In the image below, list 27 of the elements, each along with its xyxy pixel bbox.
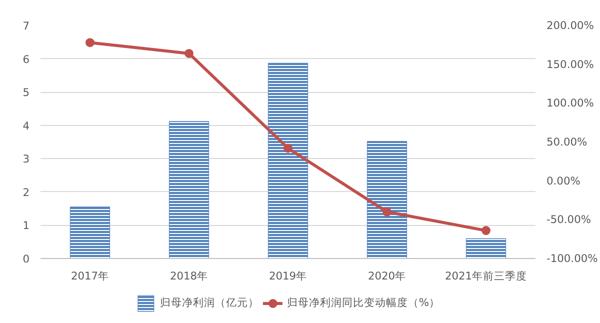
x-tick-label: 2018年 (170, 270, 208, 282)
y-tick-label: 4 (22, 119, 30, 132)
point (86, 38, 94, 48)
y-tick-label: 2 (22, 186, 30, 199)
y2-tick-label: 0.00% (546, 174, 580, 188)
y2-tick-label: -50.00% (546, 213, 591, 226)
y2-tick-label: 50.00% (546, 136, 588, 148)
y2-tick-label: -100.00% (546, 252, 598, 265)
y-tick-label: 1 (22, 219, 30, 232)
legend-label: 归母净利润同比变动幅度（%） (286, 296, 440, 310)
y2-tick-label: 200.00% (546, 19, 594, 32)
x-tick-label: 2017年 (70, 270, 110, 282)
point (284, 144, 292, 153)
x-tick-label: 2020年 (368, 270, 406, 282)
point (482, 226, 490, 236)
point (184, 48, 194, 58)
y-tick-label: 7 (22, 20, 30, 32)
y-tick-label: 0 (22, 252, 30, 266)
y-tick-label: 5 (22, 86, 30, 100)
x-tick-label: 2019年 (268, 270, 308, 282)
point (382, 207, 392, 216)
y-tick-label: 6 (22, 52, 30, 66)
y2-tick-label: 100.00% (546, 96, 594, 110)
y2-tick-label: 150.00% (546, 58, 594, 71)
x-tick-label: 2021年前三季度 (444, 270, 528, 282)
legend-label: 归母净利润（亿元） (160, 296, 259, 310)
y-tick-label: 3 (22, 152, 30, 166)
